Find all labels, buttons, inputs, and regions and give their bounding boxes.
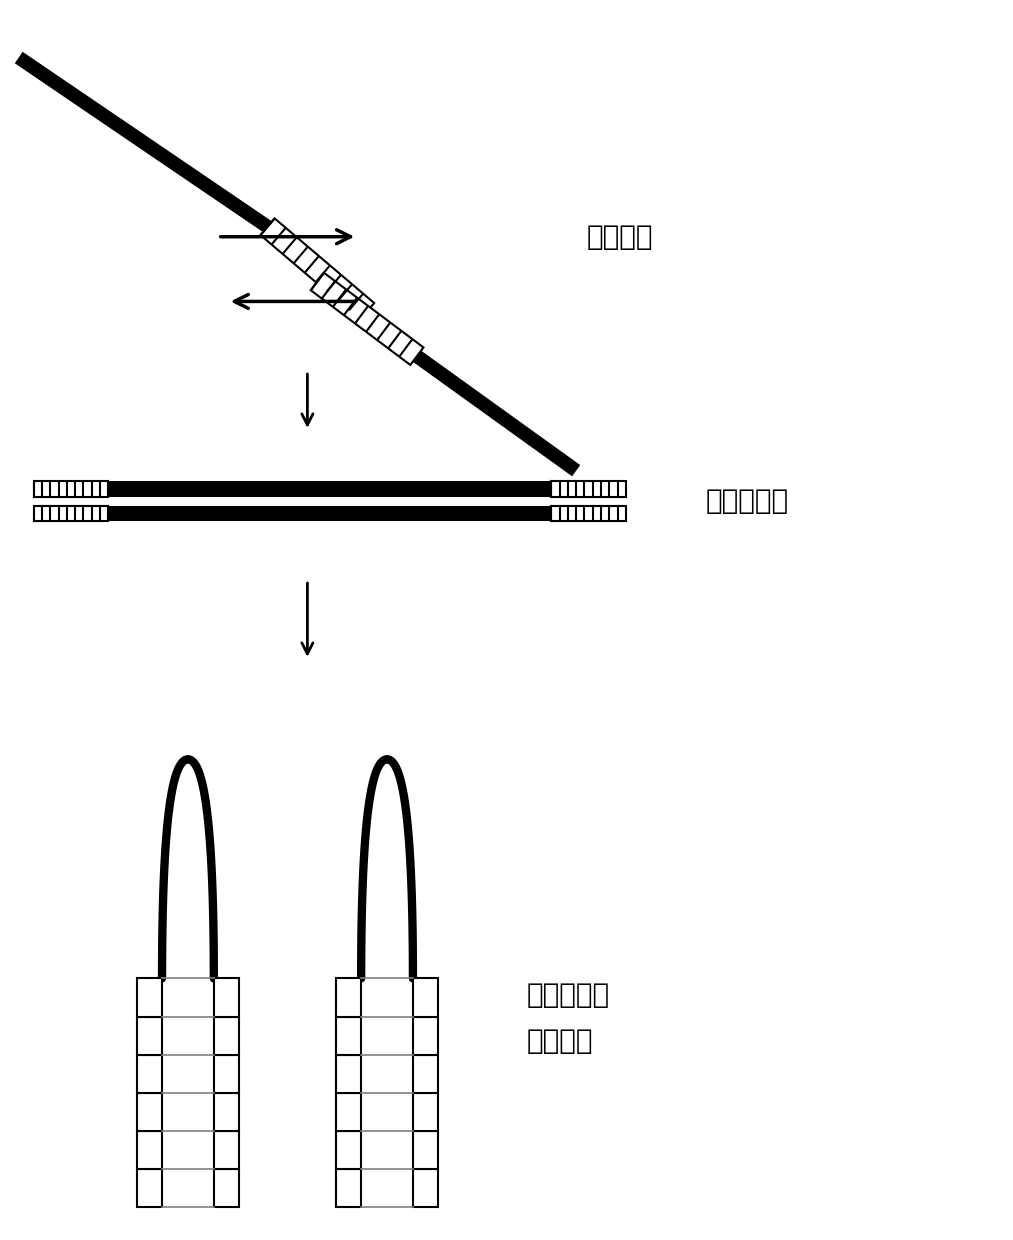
Bar [214,1017,239,1055]
Bar [137,1131,162,1169]
Bar [336,1169,362,1208]
Bar [413,1055,438,1092]
Bar [137,1169,162,1208]
Bar [137,1017,162,1055]
Bar [336,1017,362,1055]
Bar [413,1131,438,1169]
Bar [214,1055,239,1092]
Bar [137,978,162,1017]
Bar [137,1092,162,1131]
Bar [413,1092,438,1131]
Polygon shape [311,273,423,365]
Bar [33,481,108,496]
Bar [108,506,551,522]
Bar [336,1131,362,1169]
Bar [214,978,239,1017]
Polygon shape [260,218,374,320]
Bar [137,1055,162,1092]
Bar [336,1055,362,1092]
Bar [214,1092,239,1131]
Bar [214,1169,239,1208]
Bar [551,506,626,522]
Bar [336,978,362,1017]
Bar [108,481,551,496]
Bar [413,1017,438,1055]
Bar [336,1092,362,1131]
Text: 引物互补: 引物互补 [587,223,652,250]
Bar [214,1131,239,1169]
Bar [413,1169,438,1208]
Text: 引物二聚体
颈环结构: 引物二聚体 颈环结构 [527,981,610,1055]
Text: 引物二聚体: 引物二聚体 [706,486,789,515]
Bar [413,978,438,1017]
Bar [33,506,108,522]
Bar [551,481,626,496]
